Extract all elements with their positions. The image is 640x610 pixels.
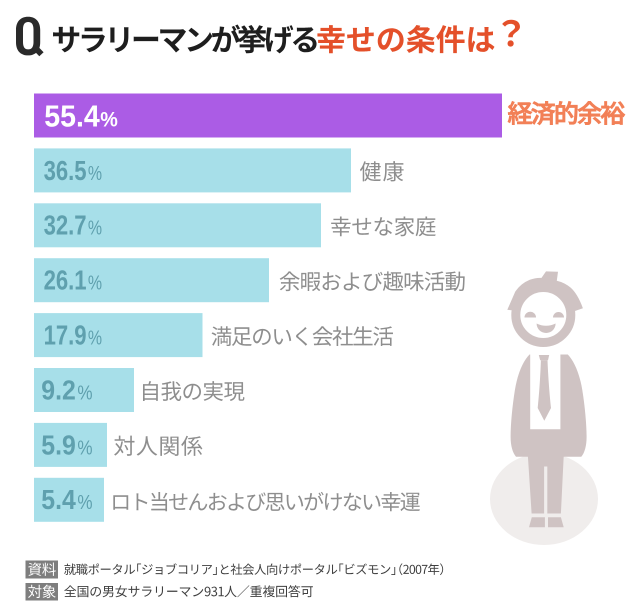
svg-text:%: % [77,492,92,514]
svg-text:%: % [88,273,102,295]
svg-text:%: % [88,328,102,350]
svg-text:%: % [77,437,92,459]
svg-text:32.7: 32.7 [44,210,87,241]
svg-text:36.5: 36.5 [44,155,87,186]
svg-text:17.9: 17.9 [44,320,87,351]
svg-text:%: % [100,107,118,131]
svg-text:55.4: 55.4 [44,98,100,133]
svg-text:5.4: 5.4 [41,484,76,515]
svg-text:26.1: 26.1 [44,265,87,296]
svg-text:%: % [77,382,92,404]
svg-text:%: % [88,218,102,240]
svg-text:9.2: 9.2 [41,374,76,405]
svg-text:%: % [88,163,102,185]
svg-text:5.9: 5.9 [41,429,76,460]
